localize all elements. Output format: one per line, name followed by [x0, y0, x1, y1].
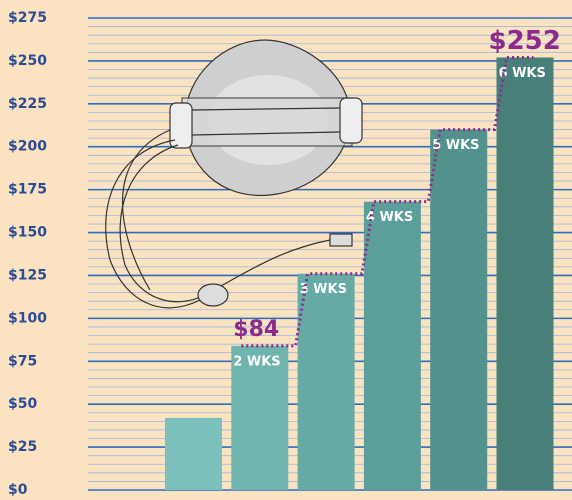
y-tick-label: $275 [8, 10, 47, 26]
value-label: $252 [489, 26, 561, 56]
bar [165, 417, 222, 490]
y-tick-label: $25 [8, 439, 37, 455]
bar-label: 6 WKS [499, 66, 546, 81]
bar-label: 4 WKS [366, 210, 413, 225]
step-connector [241, 55, 534, 348]
bar [297, 273, 355, 490]
labels: $0 $25 $50 $75 $100 $125 $150 $175 $200 $225 $250 $… [8, 10, 561, 498]
y-tick-label: $125 [8, 267, 47, 283]
y-tick-label: $100 [8, 310, 47, 326]
y-tick-label: $250 [8, 53, 47, 69]
y-tick-label: $0 [8, 482, 28, 498]
bar [430, 129, 488, 490]
pump-illustration [105, 39, 363, 309]
y-tick-label: $175 [8, 182, 47, 198]
bar [231, 345, 289, 490]
bar [496, 57, 554, 490]
bar-label: 5 WKS [432, 138, 479, 153]
value-label: $84 [233, 317, 279, 342]
bar-label: 3 WKS [300, 282, 347, 297]
y-tick-label: $200 [8, 139, 47, 155]
y-tick-label: $50 [8, 396, 37, 412]
bar [363, 201, 421, 490]
y-tick-label: $75 [8, 353, 37, 369]
bar-label: 2 WKS [233, 354, 280, 369]
y-tick-label: $150 [8, 225, 47, 241]
bars [165, 57, 554, 490]
y-tick-label: $225 [8, 96, 47, 112]
